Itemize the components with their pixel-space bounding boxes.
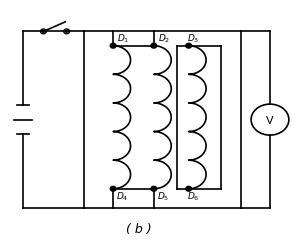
- Circle shape: [110, 43, 116, 48]
- Circle shape: [151, 186, 157, 191]
- Circle shape: [65, 30, 68, 32]
- Circle shape: [42, 30, 45, 32]
- Text: ( b ): ( b ): [126, 224, 152, 236]
- Circle shape: [186, 186, 192, 191]
- Text: $D_2$: $D_2$: [157, 32, 170, 44]
- Text: $\rm V$: $\rm V$: [265, 114, 275, 126]
- Text: $D_3$: $D_3$: [187, 32, 200, 44]
- Text: $D_6$: $D_6$: [187, 191, 200, 203]
- Circle shape: [151, 43, 157, 48]
- Circle shape: [186, 43, 192, 48]
- Text: $D_5$: $D_5$: [157, 191, 169, 203]
- Text: $D_4$: $D_4$: [116, 191, 129, 203]
- Circle shape: [110, 186, 116, 191]
- Text: $D_1$: $D_1$: [117, 32, 129, 44]
